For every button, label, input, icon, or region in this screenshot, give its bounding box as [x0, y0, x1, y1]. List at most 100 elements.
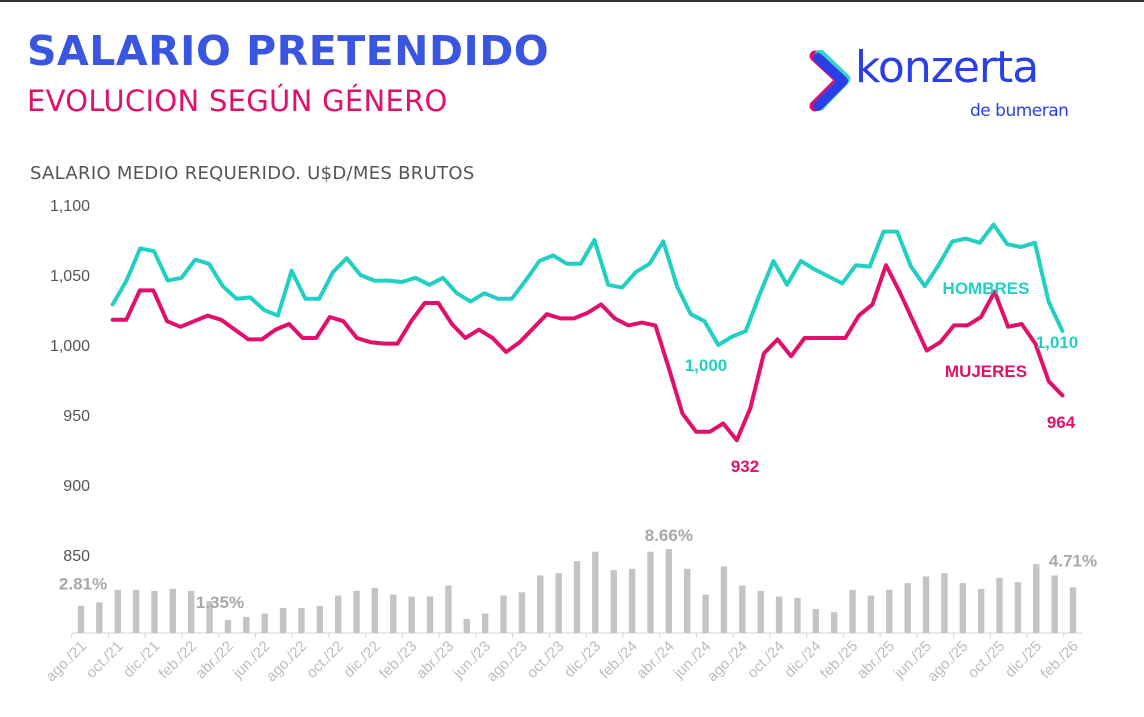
- x-tick-label: ago./24: [704, 638, 751, 685]
- x-tick-label: oct./21: [83, 638, 127, 682]
- x-tick-label: abr./24: [633, 638, 677, 682]
- x-tick-label: abr./25: [854, 638, 898, 682]
- gap-bar: [702, 594, 709, 633]
- hombres-end-value: 1,010: [1036, 333, 1079, 352]
- y-tick-label: 1,050: [50, 268, 90, 285]
- gap-bar: [555, 573, 562, 633]
- mujeres-end-value: 964: [1047, 413, 1076, 432]
- x-tick-label: oct./25: [964, 638, 1008, 682]
- gap-bar: [188, 590, 195, 633]
- gap-bar: [481, 613, 489, 633]
- x-tick-label: feb./25: [817, 638, 861, 682]
- gap-bar: [647, 551, 654, 633]
- gap-bar: [886, 589, 893, 633]
- hombres-line: [110, 222, 1065, 347]
- x-tick-label: ago./23: [483, 638, 530, 685]
- gap-bar: [1033, 564, 1040, 633]
- gap-bar: [426, 596, 434, 633]
- gap-bar: [1069, 587, 1077, 633]
- page-subtitle: EVOLUCION SEGÚN GÉNERO: [27, 84, 448, 118]
- gap-bar: [592, 551, 599, 633]
- x-tick-label: feb./22: [156, 638, 200, 682]
- y-tick-label: 1,100: [50, 198, 90, 215]
- gap-bar: [169, 588, 177, 633]
- bar-data-label: 8.66%: [645, 526, 693, 545]
- gap-bar: [610, 570, 617, 633]
- gap-bar: [739, 585, 746, 633]
- gap-bar: [334, 595, 342, 633]
- bar-data-label: 1.35%: [196, 593, 244, 612]
- gap-bar: [224, 619, 232, 633]
- gap-bar: [243, 616, 250, 633]
- chevron-logo-icon: [809, 50, 851, 112]
- gap-bar: [206, 600, 213, 633]
- gap-bar: [371, 587, 379, 633]
- gap-bar: [518, 592, 526, 633]
- gap-bar: [720, 566, 728, 633]
- gap-bar: [279, 607, 287, 633]
- x-tick-label: ago./22: [263, 638, 310, 685]
- gap-bar: [77, 605, 85, 633]
- gap-bar: [463, 618, 470, 633]
- gap-bar: [628, 568, 636, 633]
- gap-bar: [904, 583, 911, 633]
- mujeres-min-value: 932: [731, 457, 759, 476]
- y-tick-label: 950: [63, 408, 90, 425]
- gap-bar: [757, 590, 764, 633]
- hombres-min-value: 1,000: [685, 356, 728, 375]
- gap-bar: [353, 590, 360, 633]
- x-tick-label: ago./21: [42, 638, 89, 685]
- gap-bar: [573, 561, 581, 633]
- x-tick-label: oct./23: [524, 638, 568, 682]
- konzerta-logo: konzerta de bumeran: [805, 42, 1085, 123]
- mujeres-legend-label: MUJERES: [945, 362, 1027, 381]
- logo-subtext: de bumeran: [970, 101, 1069, 121]
- x-tick-label: dic./24: [781, 638, 824, 681]
- gap-bar: [977, 588, 985, 633]
- gap-bar: [132, 589, 140, 633]
- gap-bar: [684, 568, 691, 633]
- hombres-legend-label: HOMBRES: [943, 279, 1030, 298]
- x-tick-label: dic./23: [561, 638, 604, 681]
- x-tick-label: feb./26: [1037, 638, 1081, 682]
- gap-bar: [298, 607, 305, 633]
- gap-bar: [537, 575, 544, 633]
- gap-bar: [1051, 575, 1058, 633]
- gap-bar: [849, 589, 856, 633]
- x-tick-label: ago./25: [924, 638, 971, 685]
- gap-bar: [316, 605, 324, 633]
- gap-bar: [996, 577, 1003, 633]
- gap-bar: [812, 608, 820, 633]
- gap-bar: [96, 602, 103, 633]
- gap-bar: [775, 596, 783, 633]
- logo-wordmark: konzerta: [855, 42, 1039, 93]
- gap-bar: [941, 573, 948, 633]
- chart-caption: SALARIO MEDIO REQUERIDO. U$D/MES BRUTOS: [30, 163, 475, 184]
- x-tick-label: dic./25: [1002, 638, 1045, 681]
- gap-bar: [665, 548, 673, 633]
- x-tick-label: feb./23: [376, 638, 420, 682]
- x-tick-label: feb./24: [596, 638, 640, 682]
- x-tick-label: abr./23: [413, 638, 457, 682]
- gap-bar: [151, 590, 158, 633]
- x-tick-label: dic./22: [340, 638, 383, 681]
- bar-data-label: 2.81%: [59, 575, 107, 594]
- x-tick-label: oct./22: [303, 638, 347, 682]
- y-tick-label: 1,000: [50, 338, 90, 355]
- gap-bar: [867, 595, 875, 633]
- mujeres-line: [110, 263, 1065, 443]
- gap-bar: [500, 595, 507, 633]
- gap-bar: [1014, 582, 1022, 633]
- x-tick-label: dic./21: [120, 638, 163, 681]
- gap-bar: [794, 597, 801, 633]
- page-title: SALARIO PRETENDIDO: [27, 27, 550, 75]
- gap-bar: [390, 594, 397, 633]
- top-border: [0, 0, 1144, 2]
- bar-data-label: 4.71%: [1049, 551, 1097, 570]
- gap-bar: [830, 612, 838, 633]
- gap-bar: [408, 596, 415, 633]
- x-tick-label: oct./24: [744, 638, 788, 682]
- x-tick-label: abr./22: [192, 638, 236, 682]
- gap-bar: [922, 576, 930, 633]
